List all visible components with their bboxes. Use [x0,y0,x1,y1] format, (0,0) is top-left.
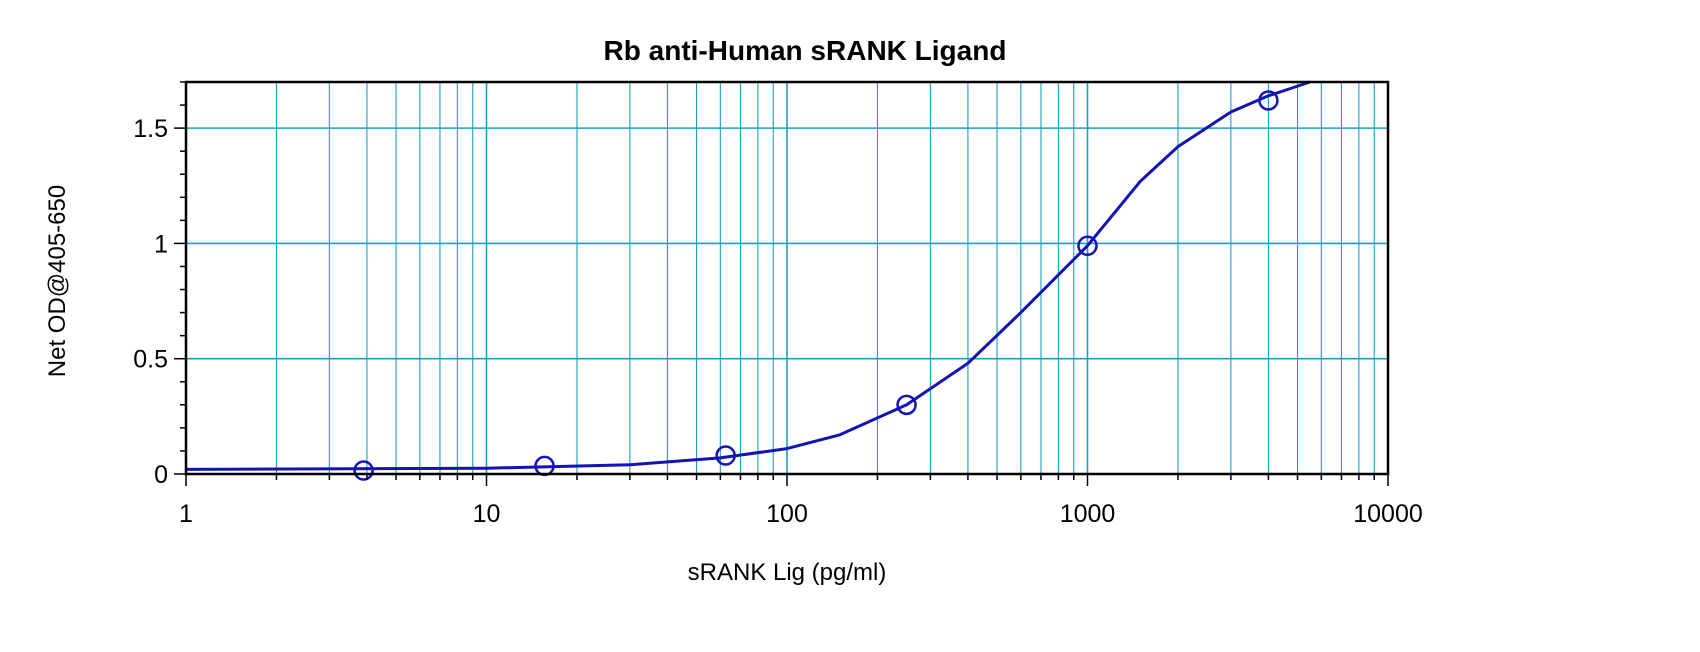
y-tick-label: 0 [154,461,168,489]
y-axis-label: Net OD@405-650 [44,185,71,377]
data-point [715,445,736,466]
y-tick-label: 1.5 [133,115,168,143]
x-tick-label: 100 [766,500,808,528]
y-tick-label: 1 [154,230,168,258]
data-point [1077,235,1098,256]
chart-title: Rb anti-Human sRANK Ligand [604,35,1007,66]
data-point [896,394,917,416]
axis-ticks [174,81,1389,486]
data-point [353,460,374,481]
x-tick-label: 10 [473,500,501,528]
tick-labels: 1 10 100 1000 10000 0 0.5 1 1.5 [133,115,1423,528]
x-axis-label: sRANK Lig (pg/ml) [688,559,887,586]
fit-curve-layer [185,80,1311,471]
y-tick-label: 0.5 [133,346,168,374]
data-point [1258,90,1279,111]
x-tick-label: 10000 [1353,500,1423,528]
grid-lines [186,82,1388,474]
fit-curve-line [185,80,1311,471]
x-tick-label: 1000 [1060,500,1116,528]
data-points-layer [353,90,1279,481]
x-tick-label: 1 [179,500,193,528]
